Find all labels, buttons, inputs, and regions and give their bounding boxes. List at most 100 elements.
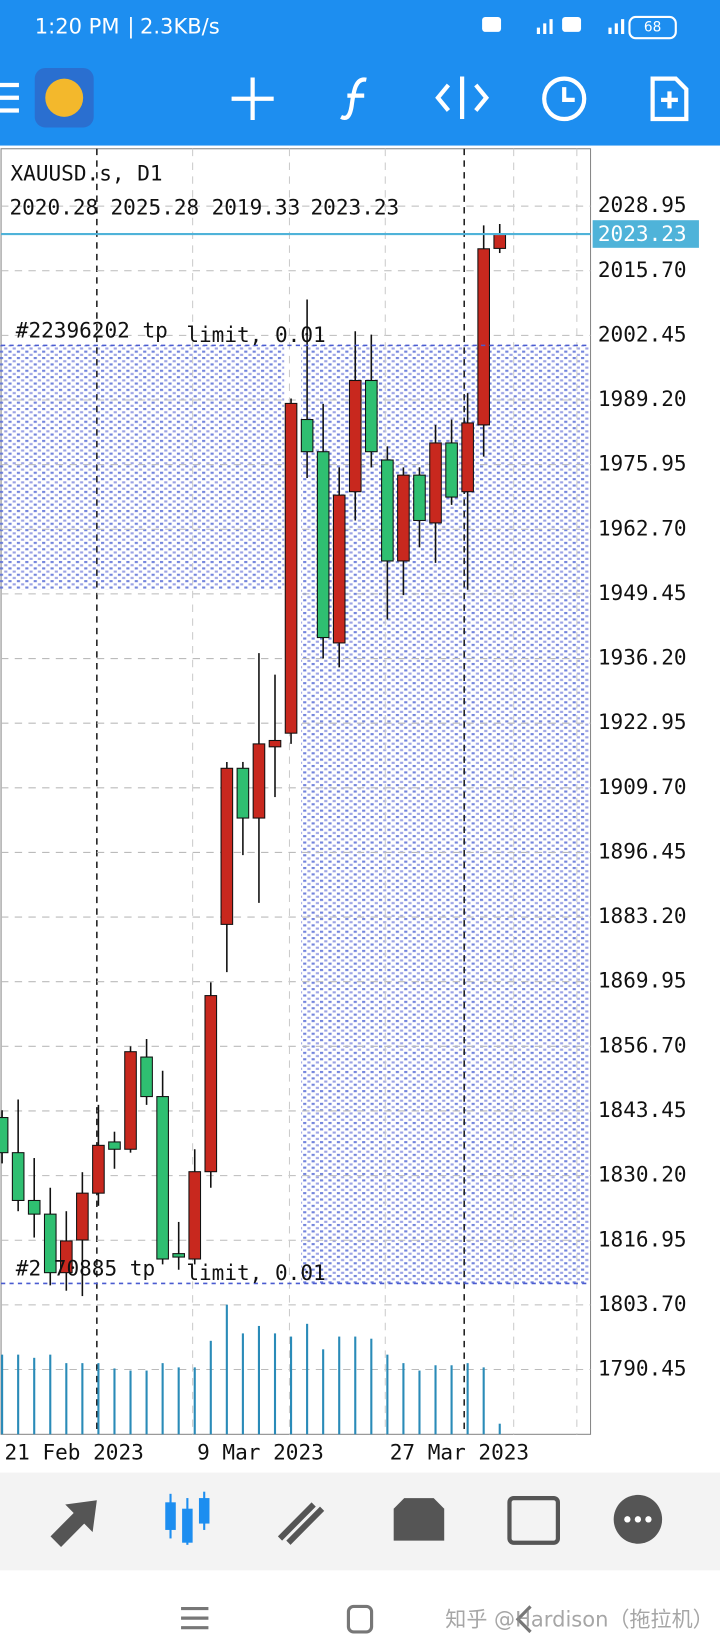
volume-bar (370, 1338, 373, 1435)
order-label: #2 70885 tp (16, 1256, 155, 1281)
candle-body (0, 1117, 9, 1154)
volume-bar (145, 1370, 148, 1435)
signal-icons (482, 16, 625, 34)
volume-bar (354, 1336, 357, 1435)
volume-bar (290, 1336, 293, 1435)
order-label: #22396202 tp (16, 317, 168, 342)
y-tick-label: 1909.70 (598, 774, 687, 799)
y-tick-label: 1843.45 (598, 1097, 687, 1122)
volume-bar (450, 1365, 453, 1435)
candle-body (27, 1199, 41, 1215)
volume-bar (209, 1340, 212, 1435)
candle-body (445, 442, 458, 498)
y-tick-label: 1816.95 (598, 1226, 687, 1251)
toolbar-icons[interactable] (0, 76, 689, 122)
y-tick-label: 1896.45 (598, 838, 687, 863)
ohlc-open: 2020.28 (9, 194, 98, 219)
candle-body (397, 474, 410, 562)
volume-bar (466, 1363, 469, 1435)
candle-body (236, 767, 250, 819)
volume-bar (418, 1370, 421, 1435)
volume-bar (81, 1363, 84, 1435)
volume-bar (33, 1357, 36, 1435)
ohlc-close: 2023.23 (311, 194, 400, 219)
candle-body (413, 474, 426, 522)
candle-body (381, 459, 394, 562)
candle-body (316, 451, 330, 639)
candle-body (493, 233, 507, 249)
candle-body (92, 1144, 105, 1194)
app-bar (0, 0, 720, 146)
volume-bar (273, 1333, 277, 1435)
status-separator: | (127, 14, 134, 40)
order-zone (0, 345, 285, 590)
volume-bar (338, 1336, 341, 1435)
y-tick-label: 1949.45 (598, 580, 687, 605)
volume-bar (482, 1367, 485, 1435)
y-tick-label: 1856.70 (598, 1032, 687, 1057)
y-tick-label: 1790.45 (598, 1355, 687, 1380)
volume-bar (402, 1363, 405, 1435)
volume-bar (193, 1367, 196, 1435)
volume-bar (386, 1354, 389, 1435)
x-tick-label: 9 Mar 2023 (197, 1439, 324, 1464)
candle-body (59, 1240, 73, 1274)
y-tick-label: 1922.95 (598, 709, 687, 734)
volume-bar (434, 1365, 437, 1435)
candle-body (332, 494, 346, 644)
candle-body (124, 1051, 137, 1150)
volume-bar (65, 1363, 68, 1435)
x-tick-label: 21 Feb 2023 (4, 1439, 143, 1464)
status-speed: 2.3KB/s (140, 14, 220, 39)
candle-body (348, 379, 362, 493)
battery-icon (628, 15, 677, 40)
candle-body (188, 1171, 202, 1260)
system-nav[interactable] (181, 1604, 532, 1634)
ohlc-low: 2019.33 (212, 194, 301, 219)
candle-body (300, 418, 314, 453)
price-tag (592, 220, 699, 248)
y-tick-label: 2015.70 (598, 257, 687, 282)
candle-body (108, 1141, 121, 1150)
candle-body (220, 767, 234, 925)
y-tick-label: 1869.95 (598, 968, 687, 993)
bottom-nav (0, 1472, 720, 1571)
y-tick-label: 1989.20 (598, 386, 687, 411)
order-type: limit, 0.01 (186, 322, 325, 347)
candle-body (11, 1152, 25, 1202)
volume-bar (113, 1368, 116, 1435)
battery-level: 68 (644, 20, 661, 36)
candle-body (268, 739, 282, 748)
volume-bar (177, 1367, 180, 1435)
candle-body (461, 422, 474, 493)
candle-body (76, 1192, 89, 1241)
chart-title: XAUUSD.s, D1 (11, 160, 163, 185)
candle-body (477, 248, 490, 426)
y-tick-label: 1883.20 (598, 903, 687, 928)
candle-body (43, 1213, 57, 1274)
candle-body (204, 995, 218, 1173)
volume-bar (257, 1325, 260, 1435)
ohlc-high: 2025.28 (111, 194, 200, 219)
x-tick-label: 27 Mar 2023 (390, 1439, 529, 1464)
app-logo-mark (45, 78, 84, 117)
candle-body (156, 1096, 169, 1260)
candle-body (140, 1056, 153, 1098)
volume-bar (49, 1354, 52, 1435)
price-tag-label: 2023.23 (598, 221, 687, 246)
volume-bar (161, 1363, 164, 1435)
chat-dots (624, 1516, 652, 1523)
y-tick-label: 1936.20 (598, 644, 687, 669)
y-tick-label: 1830.20 (598, 1162, 687, 1187)
candle-body (364, 379, 378, 453)
y-tick-label: 1975.95 (598, 451, 687, 476)
volume-bar (322, 1349, 325, 1435)
watermark: 知乎 @Hardison（拖拉机） (445, 1606, 713, 1631)
candle-body (252, 743, 266, 819)
candle-body (429, 442, 442, 524)
y-tick-label: 2028.95 (598, 192, 687, 217)
volume-bar (498, 1423, 501, 1435)
volume-bar (241, 1333, 244, 1435)
